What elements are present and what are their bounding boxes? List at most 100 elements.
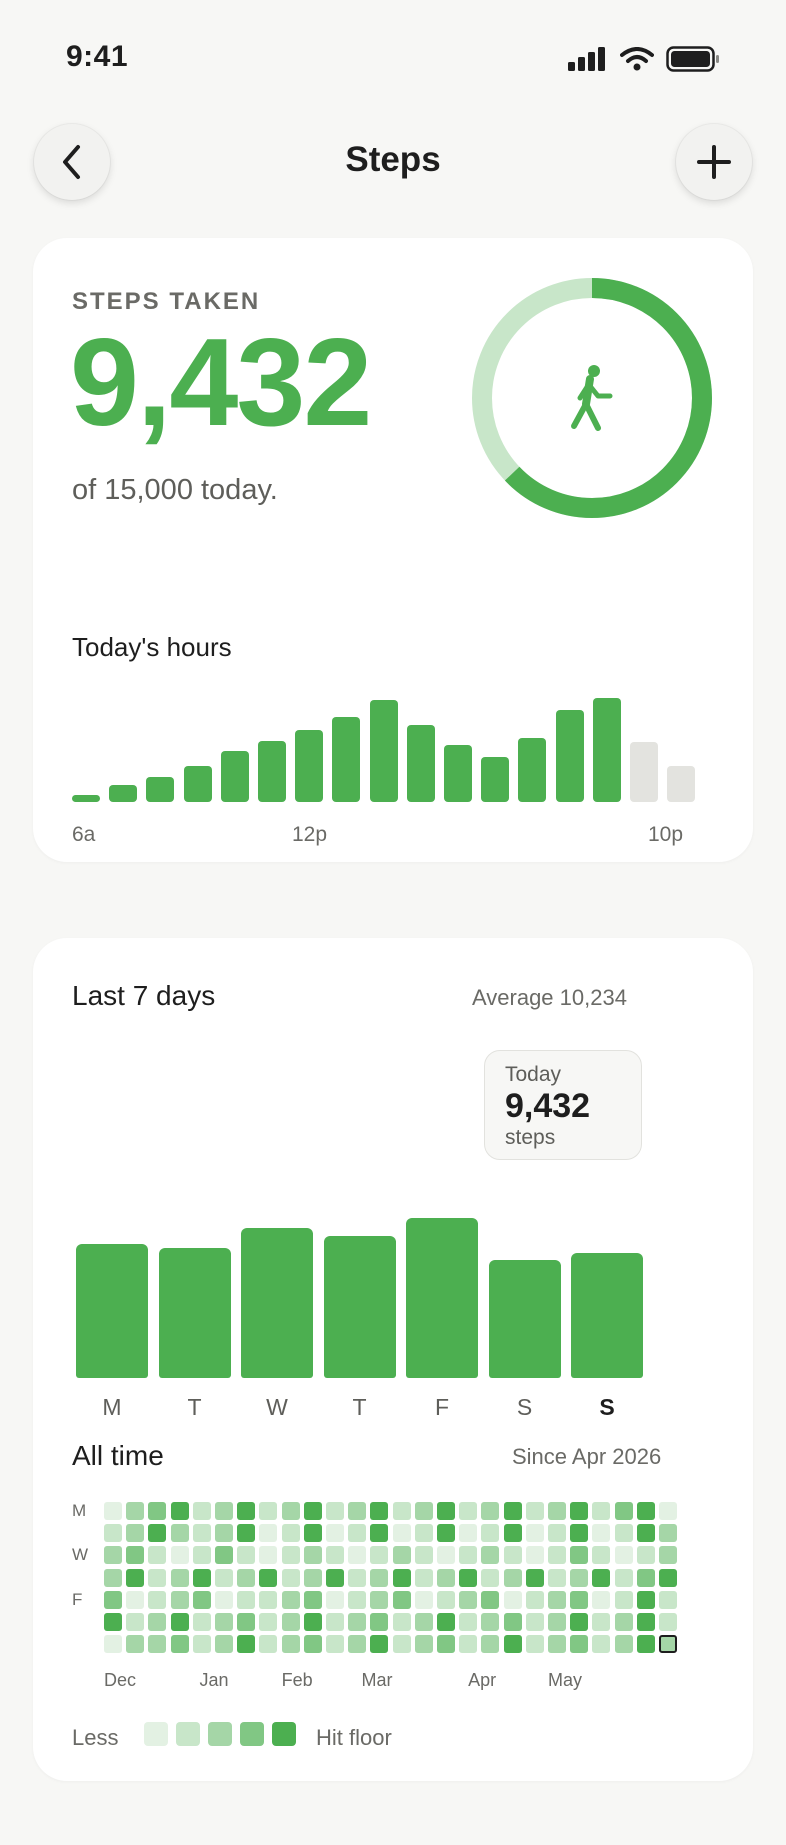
heatmap-cell[interactable] [503,1568,522,1587]
heatmap-cell[interactable] [126,1590,145,1609]
heatmap-cell[interactable] [259,1613,278,1631]
heatmap-cell[interactable] [148,1613,167,1631]
heatmap-cell[interactable] [237,1613,256,1631]
heatmap-cell[interactable] [659,1590,677,1609]
heatmap-cell[interactable] [104,1613,122,1631]
heatmap-cell[interactable] [170,1613,189,1631]
heatmap-cell[interactable] [259,1635,278,1654]
heatmap-cell[interactable] [259,1502,278,1520]
heatmap-cell[interactable] [548,1546,566,1565]
add-button[interactable] [676,124,752,200]
heatmap-cell[interactable] [392,1613,411,1631]
heatmap-cell[interactable] [592,1590,611,1609]
heatmap-cell[interactable] [659,1635,677,1654]
heatmap-cell[interactable] [459,1546,478,1565]
heatmap-cell[interactable] [614,1568,633,1587]
heatmap-cell[interactable] [215,1613,233,1631]
heatmap-cell[interactable] [525,1635,544,1654]
heatmap-cell[interactable] [237,1524,256,1543]
heatmap-cell[interactable] [481,1546,500,1565]
heatmap-cell[interactable] [259,1524,278,1543]
heatmap-cell[interactable] [592,1635,611,1654]
heatmap-cell[interactable] [414,1524,433,1543]
heatmap-cell[interactable] [459,1502,478,1520]
heatmap-cell[interactable] [281,1635,300,1654]
heatmap-cell[interactable] [215,1568,233,1587]
heatmap-cell[interactable] [636,1635,655,1654]
day-bar[interactable] [571,1253,643,1378]
heatmap-cell[interactable] [303,1635,322,1654]
heatmap-cell[interactable] [215,1635,233,1654]
heatmap-cell[interactable] [326,1546,344,1565]
back-button[interactable] [34,124,110,200]
heatmap-cell[interactable] [525,1613,544,1631]
heatmap-cell[interactable] [170,1590,189,1609]
heatmap-cell[interactable] [148,1502,167,1520]
heatmap-cell[interactable] [303,1546,322,1565]
heatmap-cell[interactable] [525,1524,544,1543]
heatmap-cell[interactable] [170,1568,189,1587]
heatmap-cell[interactable] [570,1546,589,1565]
heatmap-cell[interactable] [192,1568,211,1587]
heatmap-cell[interactable] [414,1546,433,1565]
heatmap-cell[interactable] [481,1524,500,1543]
heatmap-cell[interactable] [659,1613,677,1631]
heatmap-cell[interactable] [503,1502,522,1520]
heatmap-cell[interactable] [126,1546,145,1565]
day-bar[interactable] [241,1227,313,1378]
heatmap-cell[interactable] [192,1613,211,1631]
heatmap-cell[interactable] [237,1568,256,1587]
heatmap-cell[interactable] [592,1613,611,1631]
heatmap-cell[interactable] [437,1524,455,1543]
heatmap-cell[interactable] [614,1590,633,1609]
heatmap-cell[interactable] [192,1590,211,1609]
heatmap-cell[interactable] [348,1502,367,1520]
day-bar[interactable] [323,1235,396,1378]
heatmap-cell[interactable] [636,1590,655,1609]
heatmap-cell[interactable] [326,1590,344,1609]
heatmap-cell[interactable] [370,1502,389,1520]
heatmap-cell[interactable] [503,1635,522,1654]
heatmap-cell[interactable] [215,1502,233,1520]
heatmap-cell[interactable] [614,1613,633,1631]
heatmap-cell[interactable] [614,1635,633,1654]
heatmap-cell[interactable] [148,1546,167,1565]
heatmap-cell[interactable] [659,1568,677,1587]
heatmap-cell[interactable] [548,1635,566,1654]
heatmap-cell[interactable] [370,1568,389,1587]
heatmap-cell[interactable] [148,1568,167,1587]
heatmap-cell[interactable] [281,1546,300,1565]
heatmap-cell[interactable] [281,1524,300,1543]
heatmap-cell[interactable] [348,1524,367,1543]
heatmap-cell[interactable] [437,1613,455,1631]
heatmap-cell[interactable] [392,1524,411,1543]
heatmap-cell[interactable] [281,1590,300,1609]
heatmap-cell[interactable] [170,1635,189,1654]
heatmap-cell[interactable] [370,1635,389,1654]
heatmap-cell[interactable] [548,1590,566,1609]
heatmap-cell[interactable] [481,1635,500,1654]
heatmap-cell[interactable] [503,1524,522,1543]
heatmap-cell[interactable] [237,1590,256,1609]
heatmap-cell[interactable] [636,1502,655,1520]
heatmap-cell[interactable] [525,1590,544,1609]
heatmap-cell[interactable] [525,1568,544,1587]
heatmap-cell[interactable] [370,1613,389,1631]
heatmap-cell[interactable] [126,1613,145,1631]
heatmap-cell[interactable] [459,1524,478,1543]
heatmap-cell[interactable] [348,1568,367,1587]
heatmap-cell[interactable] [570,1502,589,1520]
heatmap-cell[interactable] [192,1524,211,1543]
heatmap-cell[interactable] [570,1590,589,1609]
heatmap-cell[interactable] [326,1502,344,1520]
heatmap-cell[interactable] [570,1613,589,1631]
heatmap-cell[interactable] [192,1502,211,1520]
heatmap-cell[interactable] [148,1524,167,1543]
heatmap-cell[interactable] [592,1502,611,1520]
heatmap-cell[interactable] [459,1568,478,1587]
heatmap-cell[interactable] [614,1546,633,1565]
heatmap-cell[interactable] [592,1568,611,1587]
heatmap-cell[interactable] [104,1546,122,1565]
heatmap-cell[interactable] [104,1524,122,1543]
heatmap-cell[interactable] [104,1568,122,1587]
